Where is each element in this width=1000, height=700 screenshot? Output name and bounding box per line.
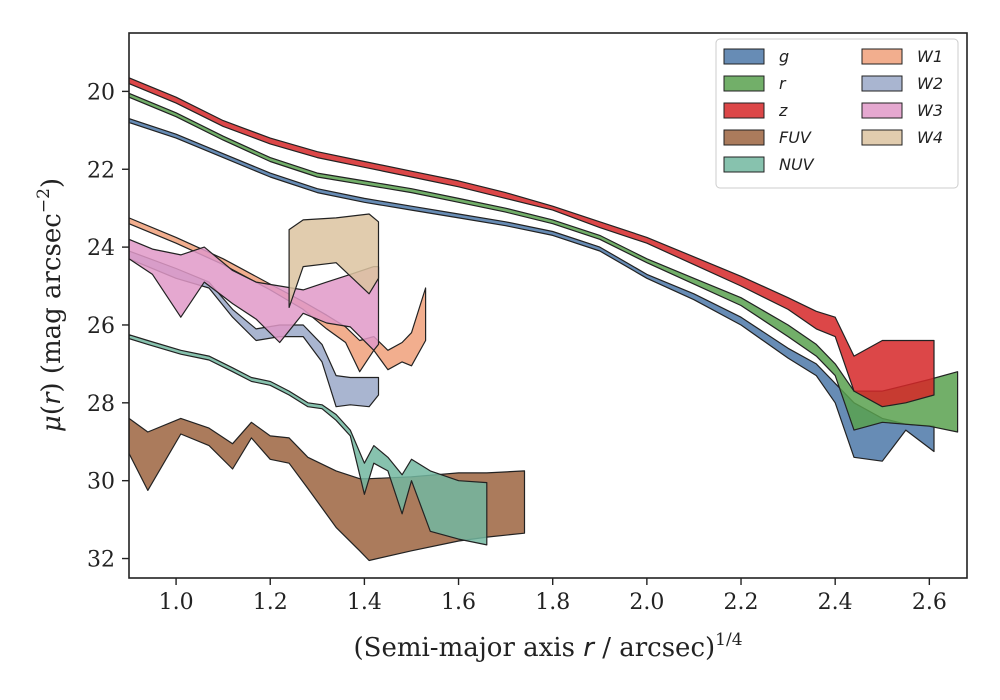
y-tick-label: 32	[87, 548, 115, 573]
x-tick-label: 2.2	[724, 590, 759, 615]
legend-swatch-w4	[861, 129, 903, 146]
x-tick-label: 1.4	[347, 590, 382, 615]
y-axis-label-open: (	[37, 405, 67, 415]
series-area-w2	[129, 250, 380, 408]
series-areas	[129, 77, 959, 562]
y-tick-label: 20	[87, 80, 115, 105]
legend-swatch-nuv	[723, 156, 765, 173]
legend-label-z: z	[778, 101, 788, 120]
legend-swatch-r	[723, 75, 765, 92]
y-axis-label-close: )	[37, 178, 67, 188]
x-tick-label: 1.0	[159, 590, 194, 615]
x-tick-label: 1.6	[441, 590, 476, 615]
legend-swatch-w3	[861, 102, 903, 119]
y-tick-label: 30	[87, 470, 115, 495]
y-axis-label-mu: μ	[37, 415, 67, 432]
legend-swatch-g	[723, 48, 765, 65]
x-tick-label: 1.2	[253, 590, 288, 615]
x-tick-label: 2.6	[912, 590, 947, 615]
series-area-w4	[288, 213, 380, 308]
series-area-z	[129, 77, 935, 408]
legend-label-w2: W2	[917, 74, 943, 93]
legend-label-r: r	[779, 74, 787, 93]
x-tick-label: 1.8	[535, 590, 570, 615]
y-axis-label-r: r	[37, 391, 67, 405]
y-axis-label-rest: ) (mag arcsec	[37, 213, 67, 392]
x-axis-label-rest: / arcsec)	[594, 633, 715, 663]
x-axis-ticks: 1.0 1.2 1.4 1.6 1.8 2.0 2.2 2.4 2.6	[159, 578, 947, 615]
y-tick-label: 28	[87, 392, 115, 417]
legend-label-w4: W4	[917, 128, 943, 147]
legend-swatch-z	[723, 102, 765, 119]
x-axis-label: (Semi-major axis r / arcsec)1/4	[353, 630, 742, 663]
legend-label-nuv: NUV	[779, 155, 815, 174]
plot-frame	[128, 32, 968, 579]
legend-label-w3: W3	[917, 101, 943, 120]
y-axis-label: μ(r) (mag arcsec−2)	[34, 178, 67, 432]
legend-label-w1: W1	[917, 47, 943, 66]
y-tick-label: 22	[87, 158, 115, 183]
y-axis-label-exp: −2	[34, 188, 54, 213]
x-axis-label-main: (Semi-major axis	[353, 633, 583, 663]
y-tick-label: 24	[87, 236, 115, 261]
legend-swatch-w2	[861, 75, 903, 92]
series-area-r	[129, 92, 959, 433]
y-axis-ticks: 20 22 24 26 28 30 32	[87, 80, 129, 573]
legend: grz FUV NUV W1 W2 W3 W4	[715, 38, 959, 189]
y-tick-label: 26	[87, 314, 115, 339]
x-axis-label-exp: 1/4	[715, 630, 742, 650]
x-tick-label: 2.4	[818, 590, 853, 615]
legend-label-g: g	[779, 47, 789, 66]
legend-swatch-fuv	[723, 129, 765, 146]
legend-label-fuv: FUV	[779, 128, 812, 147]
series-area-fuv	[129, 417, 526, 562]
series-area-w3	[129, 238, 380, 351]
legend-swatch-w1	[861, 48, 903, 65]
x-axis-label-var: r	[583, 633, 596, 663]
series-area-nuv	[129, 334, 488, 546]
x-tick-label: 2.0	[629, 590, 664, 615]
